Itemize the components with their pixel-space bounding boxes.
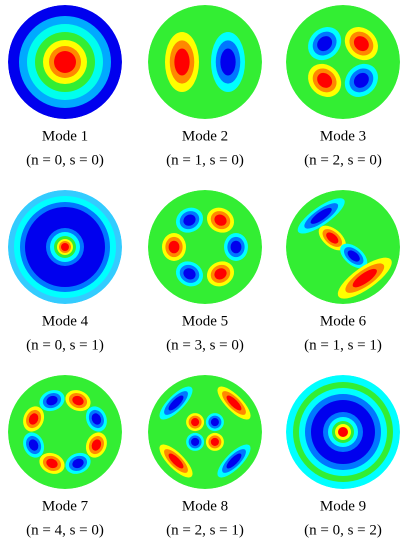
- mode-title: Mode 1: [42, 128, 88, 144]
- mode-label: (n = 4, s = 0): [26, 522, 104, 538]
- mode-label: (n = 2, s = 0): [304, 152, 382, 168]
- mode-label: (n = 0, s = 0): [26, 152, 104, 168]
- mode-plot: [148, 5, 262, 119]
- mode-label: (n = 1, s = 1): [304, 337, 382, 353]
- mode-label: (n = 0, s = 2): [304, 522, 382, 538]
- mode-plot: [148, 375, 262, 489]
- mode-title: Mode 6: [320, 313, 367, 329]
- mode-plot: [286, 5, 400, 119]
- mode-plot: [8, 375, 122, 489]
- mode-title: Mode 7: [42, 498, 89, 514]
- mode-plot: [8, 5, 122, 119]
- mode-title: Mode 4: [42, 313, 89, 329]
- mode-title: Mode 5: [182, 313, 228, 329]
- mode-plot: [286, 375, 400, 489]
- mode-label: (n = 3, s = 0): [166, 337, 244, 353]
- mode-label: (n = 2, s = 1): [166, 522, 244, 538]
- mode-label: (n = 1, s = 0): [166, 152, 244, 168]
- mode-plot: [286, 190, 400, 304]
- mode-title: Mode 9: [320, 498, 366, 514]
- mode-title: Mode 8: [182, 498, 228, 514]
- mode-plot: [148, 190, 262, 304]
- mode-title: Mode 2: [182, 128, 228, 144]
- mode-label: (n = 0, s = 1): [26, 337, 104, 353]
- mode-title: Mode 3: [320, 128, 366, 144]
- mode-plot: [8, 190, 122, 304]
